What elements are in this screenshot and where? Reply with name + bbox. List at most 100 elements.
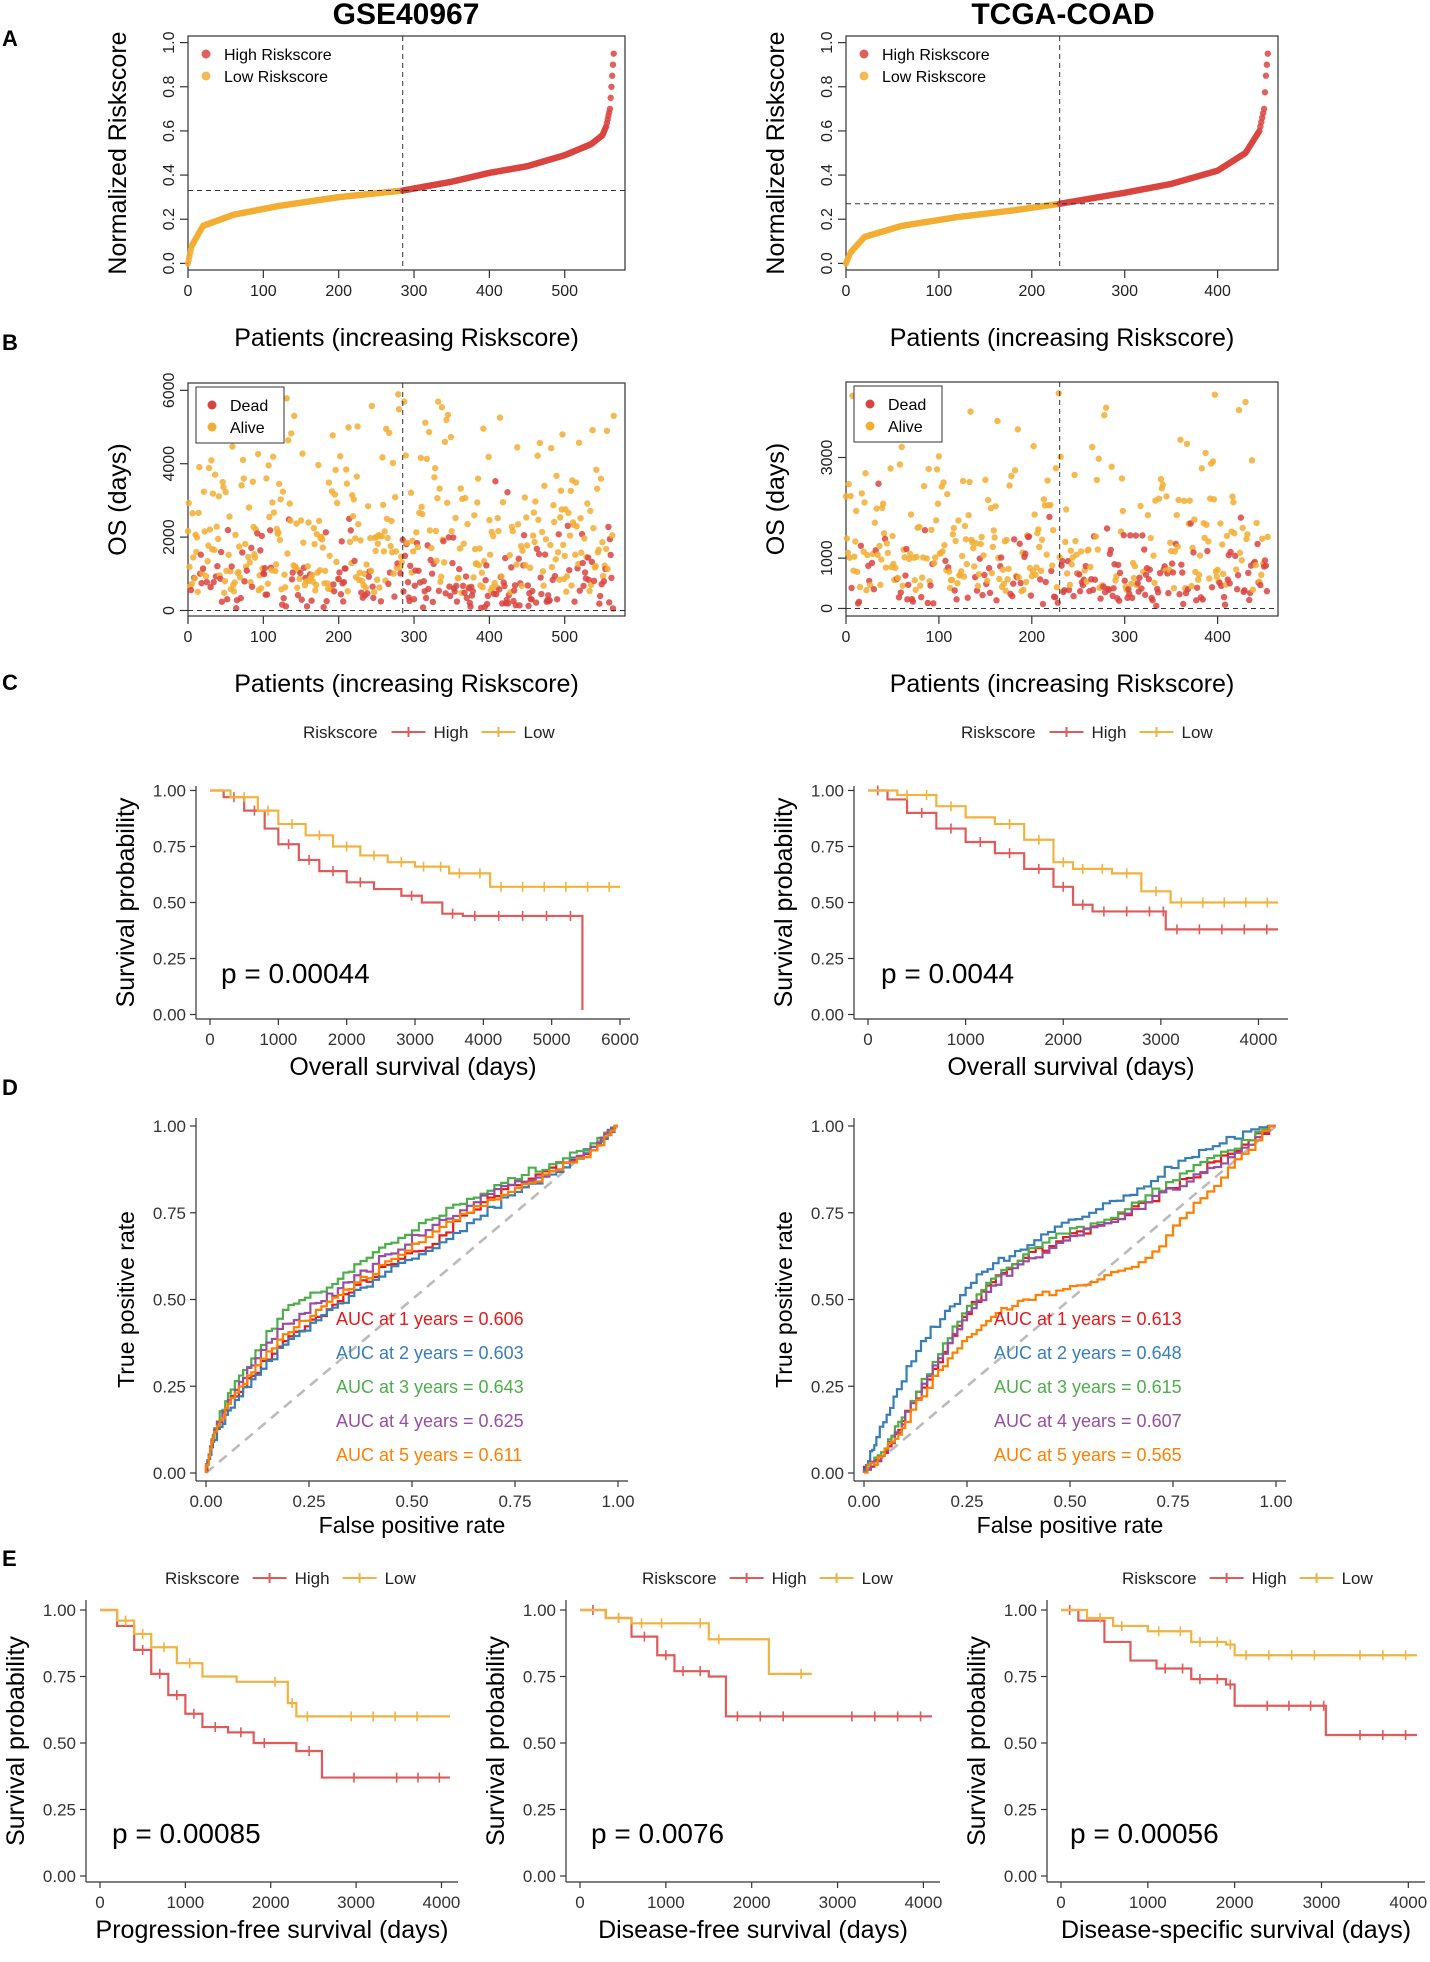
os-point: [577, 514, 584, 522]
os-point: [1137, 502, 1144, 510]
os-point: [596, 600, 603, 607]
x-tick-label: 300: [1111, 283, 1138, 300]
os-point: [456, 565, 463, 573]
os-point: [932, 517, 940, 524]
os-point: [385, 580, 392, 588]
os-point: [1145, 575, 1153, 583]
legend-title: Riskscore: [961, 723, 1036, 742]
os-point: [600, 578, 608, 585]
os-point: [899, 582, 906, 589]
os-point: [312, 581, 320, 589]
os-point: [1108, 463, 1115, 470]
os-point: [407, 489, 415, 496]
os-point: [535, 550, 543, 558]
os-point: [862, 470, 869, 477]
os-point: [984, 496, 992, 504]
os-point: [206, 526, 214, 533]
os-point: [283, 395, 290, 402]
os-point: [502, 554, 509, 562]
os-point: [1236, 549, 1244, 556]
os-point: [340, 598, 347, 605]
x-tick-label: 0.75: [1156, 1492, 1189, 1511]
os-point: [981, 571, 988, 579]
os-point: [921, 527, 929, 534]
os-point: [1178, 561, 1185, 568]
x-tick-label: 400: [1204, 629, 1231, 646]
os-point: [333, 499, 341, 507]
os-point: [436, 485, 443, 492]
os-point: [277, 496, 284, 503]
os-point: [282, 603, 290, 610]
os-point: [887, 465, 894, 472]
os-point: [1087, 563, 1094, 571]
os-point: [381, 528, 388, 535]
os-point: [1070, 592, 1077, 600]
y-tick-label: 0.00: [43, 1867, 76, 1886]
os-point: [474, 475, 482, 482]
legend-title: Riskscore: [642, 1569, 717, 1588]
x-tick-label: 3000: [337, 1893, 375, 1912]
os-point: [260, 570, 268, 578]
os-point: [1195, 571, 1203, 579]
os-point: [214, 535, 222, 543]
auc-label-5-years: AUC at 5 years = 0.565: [994, 1445, 1182, 1465]
os-point: [566, 566, 573, 574]
os-point: [1121, 577, 1128, 584]
auc-label-5-years: AUC at 5 years = 0.611: [336, 1445, 522, 1465]
os-point: [193, 534, 201, 541]
os-point: [963, 560, 970, 568]
os-point: [308, 597, 315, 604]
y-tick-label: 0.6: [819, 120, 836, 142]
os-point: [1252, 561, 1259, 569]
os-point: [852, 538, 859, 545]
x-tick-label: 200: [325, 629, 352, 646]
os-point: [506, 551, 513, 559]
os-point: [856, 583, 864, 591]
os-point: [357, 537, 364, 544]
os-point: [608, 532, 616, 539]
os-point: [335, 575, 342, 583]
os-point: [379, 501, 387, 508]
os-point: [567, 487, 574, 495]
x-tick-label: 0: [1056, 1893, 1065, 1912]
os-point: [482, 576, 489, 584]
os-point: [228, 563, 235, 570]
os-point: [304, 563, 311, 570]
os-point: [927, 582, 934, 589]
roc-chart-D2: 0.00 0.25 0.50 0.75 1.00 0.00 0.25 0.50 0.75 1.00…: [771, 1117, 1293, 1538]
panel-label-b: B: [2, 330, 18, 355]
os-point: [1059, 557, 1066, 565]
x-tick-label: 0.25: [950, 1492, 983, 1511]
os-point: [410, 548, 417, 555]
os-point: [1031, 511, 1038, 518]
os-point: [520, 531, 528, 539]
os-point: [990, 527, 997, 534]
os-point: [240, 475, 247, 482]
legend-label-alive: Alive: [230, 420, 265, 437]
os-point: [333, 558, 340, 566]
os-point: [504, 489, 511, 496]
os-point: [588, 558, 596, 566]
x-tick-label: 200: [1018, 629, 1045, 646]
os-point: [486, 516, 493, 524]
os-point: [917, 582, 924, 589]
os-point: [958, 552, 966, 560]
os-point: [437, 573, 445, 580]
y-tick-label: 0.00: [811, 1006, 844, 1025]
os-point: [1174, 543, 1181, 550]
x-tick-label: 0.00: [847, 1492, 880, 1511]
os-point: [1023, 578, 1030, 586]
legend-title: Riskscore: [1122, 1569, 1197, 1588]
os-point: [955, 517, 962, 524]
os-point: [871, 519, 878, 526]
os-scatter-B2: 0 100 200 300 400 0 1000 3000 OS (days) Patients …: [762, 381, 1279, 698]
os-point: [485, 453, 492, 461]
x-tick-label: 1000: [947, 1030, 985, 1049]
os-point: [848, 584, 855, 592]
os-point: [1075, 571, 1083, 578]
os-point: [1168, 560, 1176, 567]
os-point: [1032, 571, 1039, 578]
os-point: [580, 582, 587, 590]
os-point: [547, 444, 555, 452]
os-point: [521, 494, 528, 501]
